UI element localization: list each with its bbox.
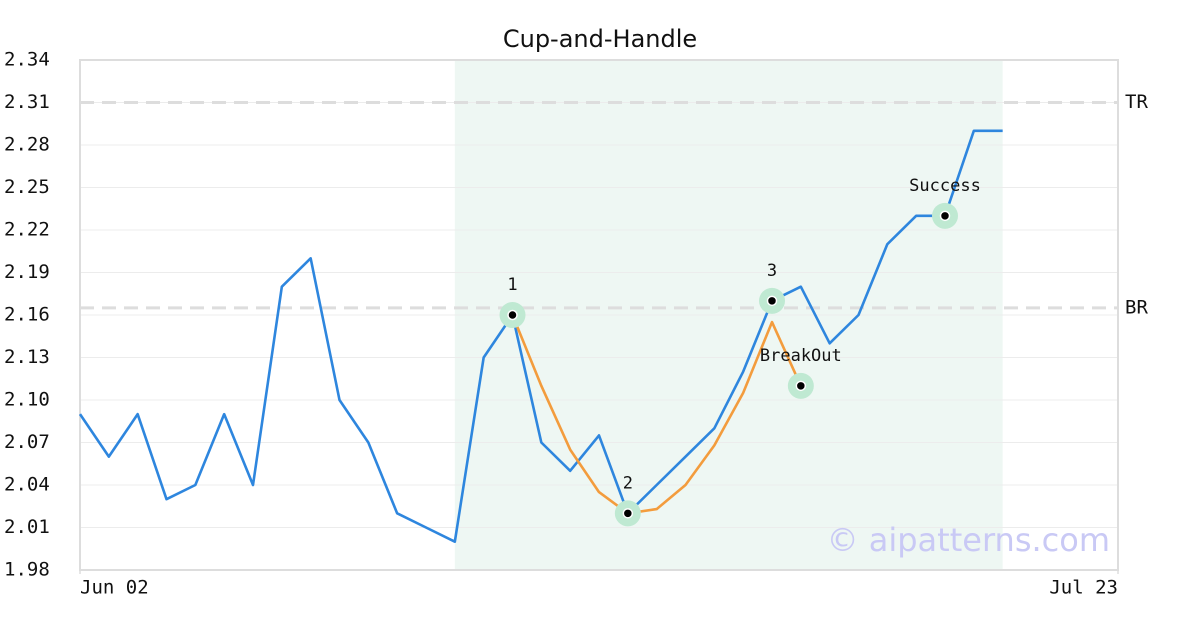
- y-tick-label: 2.04: [4, 474, 50, 496]
- y-tick-label: 2.22: [4, 219, 50, 241]
- chart-title: Cup-and-Handle: [503, 25, 697, 53]
- y-tick-label: 2.13: [4, 346, 50, 368]
- reference-label: TR: [1125, 91, 1148, 113]
- annotation-label: 2: [623, 473, 633, 493]
- price-line: [511, 314, 803, 515]
- annotation-dot: [622, 508, 634, 519]
- annotation-label: BreakOut: [760, 346, 842, 366]
- x-tick-label: Jul 23: [1049, 577, 1118, 599]
- y-tick-label: 2.34: [4, 49, 50, 71]
- watermark: © aipatterns.com: [827, 521, 1110, 559]
- y-tick-label: 2.31: [4, 91, 50, 113]
- annotation-dot: [795, 380, 807, 392]
- plot-frame: [79, 59, 1119, 571]
- y-tick-label: 2.28: [4, 134, 50, 156]
- y-tick-label: 2.25: [4, 176, 50, 198]
- annotation-label: 3: [767, 261, 777, 281]
- y-tick-label: 2.19: [4, 261, 50, 283]
- price-line: [78, 129, 1003, 543]
- y-tick-label: 2.10: [4, 389, 50, 411]
- reference-label: BR: [1125, 296, 1148, 318]
- y-tick-label: 2.07: [4, 431, 50, 453]
- x-tick-label: Jun 02: [80, 577, 149, 599]
- annotation-dot: [766, 295, 778, 307]
- annotation-label: 1: [507, 275, 517, 295]
- annotation-dot: [507, 309, 518, 321]
- y-tick-label: 1.98: [4, 559, 50, 581]
- annotation-dot: [939, 210, 951, 222]
- annotation-label: Success: [909, 176, 981, 196]
- y-tick-label: 2.01: [4, 516, 50, 538]
- y-tick-label: 2.16: [4, 304, 50, 326]
